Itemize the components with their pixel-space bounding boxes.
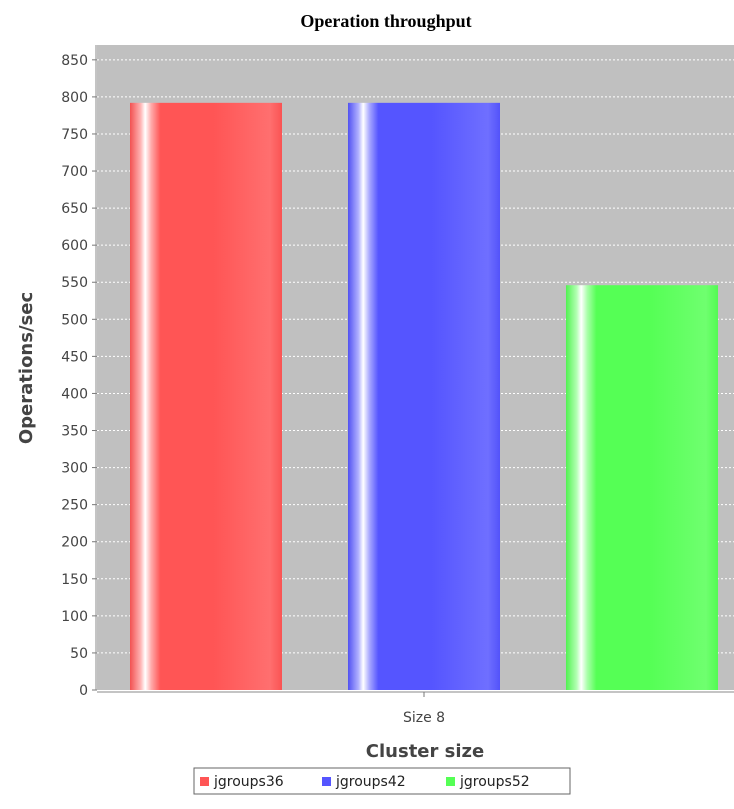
bar-jgroups36: [130, 102, 282, 691]
y-tick-label: 850: [61, 53, 88, 69]
x-axis-label: Cluster size: [366, 741, 484, 762]
bar-jgroups52: [566, 285, 718, 690]
chart-title: Operation throughput: [300, 11, 471, 31]
legend-swatch-jgroups52: [446, 777, 455, 786]
y-tick-label: 0: [79, 683, 88, 699]
legend-swatch-jgroups42: [322, 777, 331, 786]
legend-label-jgroups36: jgroups36: [213, 774, 284, 790]
legend-label-jgroups52: jgroups52: [459, 774, 530, 790]
y-tick-label: 700: [61, 164, 88, 180]
y-tick-label: 50: [70, 646, 88, 662]
x-axis: Size 8: [97, 691, 734, 726]
x-tick-label: Size 8: [403, 710, 445, 726]
bars: [130, 102, 718, 691]
bar-jgroups42: [348, 102, 500, 691]
y-axis-label: Operations/sec: [16, 292, 37, 444]
y-tick-label: 400: [61, 386, 88, 402]
y-tick-label: 800: [61, 90, 88, 106]
y-tick-label: 600: [61, 238, 88, 254]
y-tick-label: 100: [61, 609, 88, 625]
legend: jgroups36 jgroups42 jgroups52: [193, 767, 571, 795]
y-tick-label: 650: [61, 201, 88, 217]
y-tick-label: 350: [61, 424, 88, 440]
legend-box: [193, 767, 571, 795]
y-tick-label: 200: [61, 535, 88, 551]
legend-label-jgroups42: jgroups42: [335, 774, 406, 790]
y-tick-label: 250: [61, 498, 88, 514]
y-tick-label: 550: [61, 275, 88, 291]
y-tick-label: 300: [61, 461, 88, 477]
y-tick-label: 450: [61, 349, 88, 365]
legend-swatch-jgroups36: [200, 777, 209, 786]
y-axis: 0 50 100 150 200 250 300 350 400 450 500 550 600 650 7…: [61, 45, 97, 699]
y-tick-label: 750: [61, 127, 88, 143]
y-tick-label: 150: [61, 572, 88, 588]
y-tick-label: 500: [61, 312, 88, 328]
